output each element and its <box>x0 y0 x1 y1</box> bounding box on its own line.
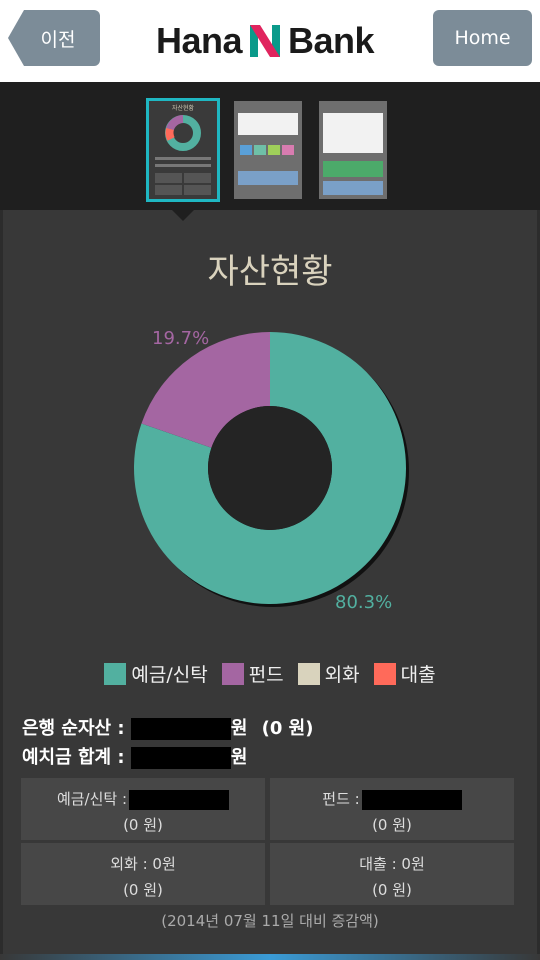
redacted-amount <box>130 718 231 740</box>
hana-n-bank-logo: Hana Bank <box>156 20 375 62</box>
cell-change: (0 원) <box>372 881 412 899</box>
chart-label-deposit: 80.3% <box>335 592 393 613</box>
legend-item-fund: 펀드 <box>221 660 284 687</box>
donut-slice-0 <box>134 332 406 604</box>
net-assets-change: (0 원) <box>261 718 314 739</box>
legend-item-loan: 대출 <box>373 660 436 687</box>
home-button[interactable]: Home <box>433 10 532 66</box>
legend-swatch <box>104 662 127 685</box>
redacted-amount <box>361 789 462 810</box>
thumbnail-page-3[interactable] <box>319 101 387 199</box>
cell-label: 펀드 : <box>322 790 360 808</box>
donut-slice-1 <box>141 332 270 448</box>
page-title: 자산현황 <box>207 252 333 292</box>
legend-label: 외화 <box>324 664 360 686</box>
net-assets-row: 은행 순자산 : 원 (0 원) <box>22 714 313 740</box>
cell-change: (0 원) <box>372 816 412 834</box>
cell-change: (0 원) <box>123 816 163 834</box>
chart-legend: 예금/신탁 펀드 외화 대출 <box>0 660 540 687</box>
cell-loan: 대출 : 0원 (0 원) <box>270 843 514 905</box>
back-button[interactable]: 이전 <box>8 10 100 66</box>
cell-deposit: 예금/신탁 : (0 원) <box>21 778 265 840</box>
legend-label: 대출 <box>400 664 436 686</box>
active-thumbnail-pointer <box>171 209 195 221</box>
cell-fund: 펀드 : (0 원) <box>270 778 514 840</box>
cell-label: 예금/신탁 : <box>56 790 128 808</box>
redacted-amount <box>130 747 231 769</box>
logo-text-bank: Bank <box>288 20 375 61</box>
deposit-total-unit: 원 <box>230 747 248 768</box>
cell-change: (0 원) <box>123 881 163 899</box>
legend-label: 예금/신탁 <box>131 664 208 686</box>
donut-hole <box>208 406 332 530</box>
legend-swatch <box>297 662 320 685</box>
legend-swatch <box>221 662 244 685</box>
thumbnail-asset-status[interactable]: 자산현황 <box>146 98 220 202</box>
asset-breakdown-grid: 예금/신탁 : (0 원) 펀드 : (0 원) 외화 : 0원 (0 원) 대… <box>21 778 514 906</box>
thumbnail-page-3-preview <box>319 101 387 199</box>
net-assets-label: 은행 순자산 : <box>22 718 125 739</box>
legend-label: 펀드 <box>248 664 284 686</box>
thumbnail-page-2-preview <box>234 101 302 199</box>
cell-label: 대출 : 0원 <box>359 855 425 873</box>
n-mark-icon <box>248 23 282 59</box>
legend-swatch <box>373 662 396 685</box>
thumbnail-title: 자산현황 <box>172 104 195 112</box>
bottom-glow <box>0 954 540 960</box>
asset-donut-chart <box>134 332 409 607</box>
comparison-footnote: (2014년 07월 11일 대비 증감액) <box>161 912 379 930</box>
logo-text-hana: Hana <box>156 20 243 61</box>
redacted-amount <box>129 789 230 810</box>
cell-forex: 외화 : 0원 (0 원) <box>21 843 265 905</box>
app-header: 이전 Hana Bank Home <box>0 0 540 82</box>
deposit-total-row: 예치금 합계 : 원 <box>22 743 247 769</box>
page-thumbnails: 자산현황 <box>0 82 540 210</box>
cell-label: 외화 : 0원 <box>110 855 176 873</box>
chart-label-fund: 19.7% <box>152 328 210 349</box>
legend-item-deposit: 예금/신탁 <box>104 660 208 687</box>
legend-item-forex: 외화 <box>297 660 360 687</box>
thumbnail-asset-status-preview: 자산현황 <box>149 101 217 199</box>
net-assets-unit: 원 <box>230 718 248 739</box>
thumbnail-page-2[interactable] <box>234 101 302 199</box>
deposit-total-label: 예치금 합계 : <box>22 747 125 768</box>
